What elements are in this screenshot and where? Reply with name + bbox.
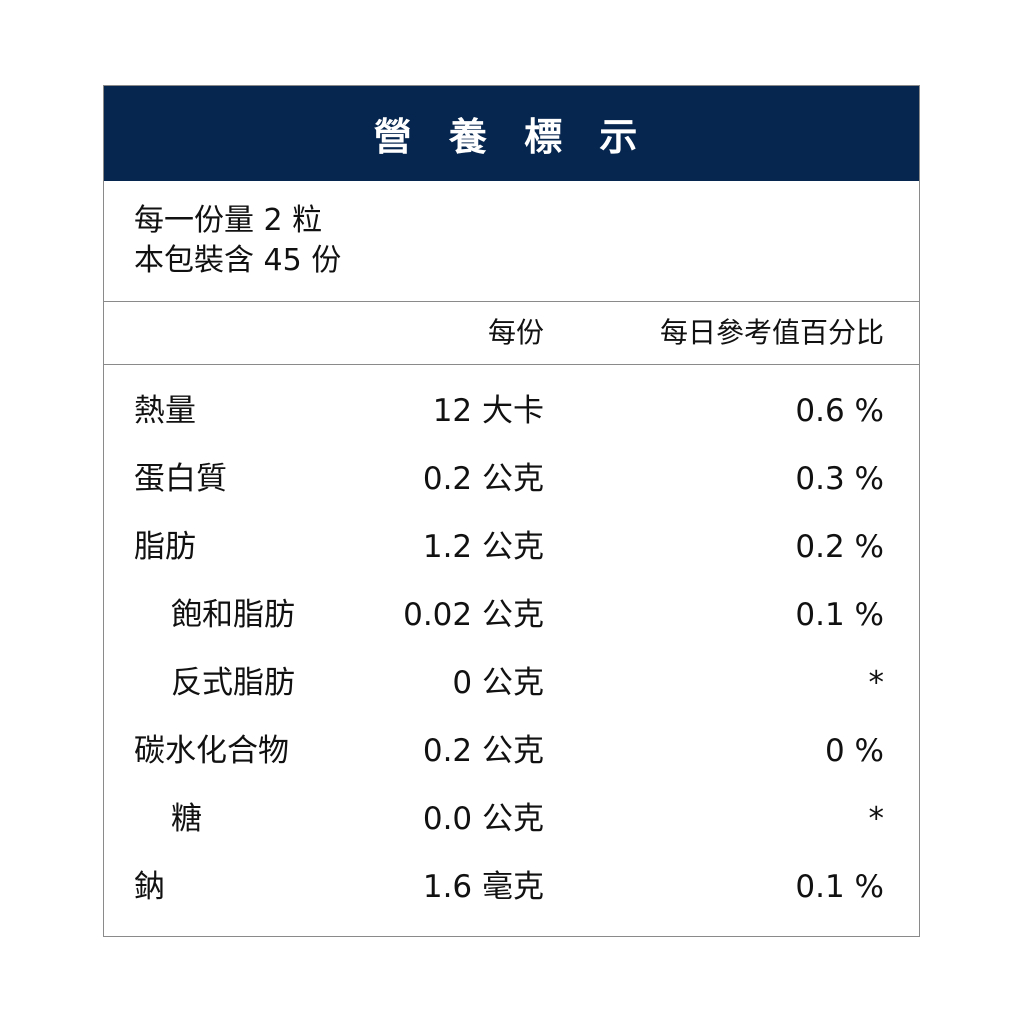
nutrient-row: 鈉 1.6 毫克 0.1 % bbox=[104, 857, 919, 917]
nutrient-row: 脂肪 1.2 公克 0.2 % bbox=[104, 517, 919, 577]
nutrient-name: 鈉 bbox=[134, 869, 165, 905]
nutrient-daily-value: * bbox=[868, 801, 885, 837]
nutrient-row: 糖 0.0 公克 * bbox=[104, 789, 919, 849]
nutrient-amount: 0 公克 bbox=[452, 665, 544, 701]
nutrient-daily-value: 0.3 % bbox=[795, 461, 884, 497]
nutrient-daily-value: 0.2 % bbox=[795, 529, 884, 565]
nutrient-name: 熱量 bbox=[134, 393, 196, 429]
nutrient-amount: 1.2 公克 bbox=[422, 529, 544, 565]
serving-size: 每一份量 2 粒 bbox=[134, 203, 323, 238]
nutrient-row: 飽和脂肪 0.02 公克 0.1 % bbox=[104, 585, 919, 645]
nutrient-row: 碳水化合物 0.2 公克 0 % bbox=[104, 721, 919, 781]
nutrition-label: 營 養 標 示 每一份量 2 粒 本包裝含 45 份 每份 每日參考值百分比 熱… bbox=[103, 85, 920, 937]
nutrient-amount: 0.2 公克 bbox=[422, 461, 544, 497]
column-header-daily-value: 每日參考值百分比 bbox=[659, 316, 884, 349]
nutrient-amount: 0.0 公克 bbox=[422, 801, 544, 837]
label-title: 營 養 標 示 bbox=[104, 86, 919, 181]
nutrient-amount: 12 大卡 bbox=[432, 393, 544, 429]
nutrient-amount: 1.6 毫克 bbox=[422, 869, 544, 905]
nutrient-name: 碳水化合物 bbox=[134, 733, 289, 769]
divider bbox=[104, 364, 919, 365]
nutrient-row: 反式脂肪 0 公克 * bbox=[104, 653, 919, 713]
nutrient-name: 糖 bbox=[171, 801, 202, 837]
nutrient-amount: 0.2 公克 bbox=[422, 733, 544, 769]
nutrient-name: 飽和脂肪 bbox=[171, 597, 295, 633]
nutrient-row: 熱量 12 大卡 0.6 % bbox=[104, 381, 919, 441]
nutrient-daily-value: 0.1 % bbox=[795, 597, 884, 633]
divider bbox=[104, 301, 919, 302]
nutrient-daily-value: 0.6 % bbox=[795, 393, 884, 429]
servings-per-package: 本包裝含 45 份 bbox=[134, 243, 342, 278]
nutrient-row: 蛋白質 0.2 公克 0.3 % bbox=[104, 449, 919, 509]
serving-info: 每一份量 2 粒 本包裝含 45 份 bbox=[134, 201, 341, 281]
nutrient-daily-value: * bbox=[868, 665, 885, 701]
nutrient-daily-value: 0.1 % bbox=[795, 869, 884, 905]
nutrient-name: 反式脂肪 bbox=[171, 665, 295, 701]
nutrient-amount: 0.02 公克 bbox=[403, 597, 544, 633]
nutrient-name: 蛋白質 bbox=[134, 461, 227, 497]
column-header-per-serving: 每份 bbox=[487, 316, 544, 349]
nutrient-daily-value: 0 % bbox=[824, 733, 884, 769]
nutrient-name: 脂肪 bbox=[134, 529, 196, 565]
